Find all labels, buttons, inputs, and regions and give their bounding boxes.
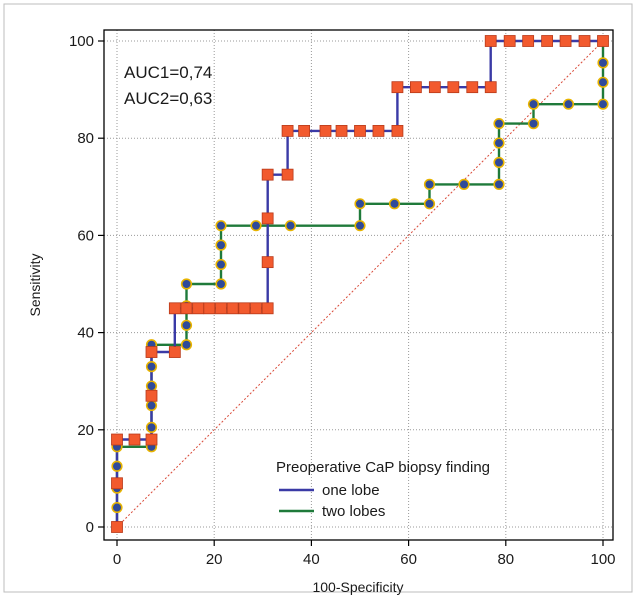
data-point-square — [522, 35, 535, 47]
data-point-square — [391, 125, 404, 137]
data-point-circle — [493, 156, 505, 169]
data-point-square — [541, 35, 554, 47]
data-point-circle — [527, 118, 540, 130]
data-point-square — [261, 302, 274, 315]
data-point-circle — [215, 220, 227, 232]
data-point-circle — [527, 98, 540, 110]
data-point-square — [391, 81, 404, 94]
data-point-square — [281, 168, 294, 181]
data-point-square — [335, 125, 348, 137]
data-point-circle — [562, 98, 575, 110]
data-point-square — [261, 168, 274, 181]
data-point-circle — [145, 361, 158, 373]
data-point-square — [447, 81, 460, 94]
data-point-square — [238, 302, 251, 315]
data-point-circle — [145, 399, 158, 412]
x-tick-label: 80 — [497, 551, 514, 568]
series-layer — [111, 35, 609, 533]
y-tick-label: 0 — [86, 519, 94, 536]
data-point-square — [503, 35, 516, 47]
data-point-circle — [597, 98, 609, 110]
data-point-circle — [180, 319, 193, 331]
data-point-square — [145, 346, 158, 358]
data-point-square — [409, 81, 422, 94]
data-point-circle — [493, 137, 505, 149]
data-point-circle — [284, 220, 297, 232]
data-point-circle — [458, 178, 470, 190]
data-point-square — [298, 125, 311, 137]
data-point-square — [559, 35, 572, 47]
data-point-square — [168, 302, 181, 315]
data-point-square — [226, 302, 239, 315]
data-point-square — [111, 521, 123, 533]
data-point-circle — [250, 220, 262, 232]
data-point-square — [261, 256, 274, 269]
legend-title: Preoperative CaP biopsy finding — [276, 459, 490, 476]
data-point-circle — [180, 278, 193, 290]
data-point-square — [428, 81, 441, 94]
auc1-annotation: AUC1=0,74 — [124, 63, 212, 82]
legend-label-two-lobes: two lobes — [322, 503, 385, 520]
data-point-circle — [354, 198, 366, 210]
auc2-annotation: AUC2=0,63 — [124, 89, 212, 108]
data-point-square — [145, 389, 158, 402]
data-point-circle — [111, 460, 123, 472]
data-point-square — [484, 35, 497, 47]
x-tick-label: 20 — [206, 551, 223, 568]
data-point-square — [261, 212, 274, 225]
data-point-circle — [215, 278, 227, 290]
data-point-circle — [215, 258, 227, 271]
data-point-square — [111, 477, 123, 490]
y-axis-label: Sensitivity — [27, 253, 43, 316]
plot-frame — [103, 29, 614, 541]
data-point-square — [203, 302, 216, 315]
x-axis-label: 100-Specificity — [312, 579, 403, 595]
data-point-square — [466, 81, 479, 94]
data-point-circle — [597, 76, 609, 88]
data-point-square — [319, 125, 332, 137]
data-point-square — [484, 81, 497, 94]
data-point-square — [354, 125, 366, 137]
x-tick-label: 40 — [303, 551, 320, 568]
y-tick-label: 40 — [77, 325, 94, 342]
data-point-circle — [597, 57, 609, 69]
axis-ticks: 0 20 40 60 80 100 0 20 40 60 80 100 — [69, 33, 616, 568]
data-point-square — [250, 302, 262, 315]
data-point-circle — [215, 239, 227, 251]
y-tick-label: 80 — [77, 130, 94, 147]
data-point-square — [597, 35, 609, 47]
data-point-square — [215, 302, 227, 315]
data-point-circle — [423, 198, 436, 210]
data-point-square — [168, 346, 181, 358]
markers-one-lobe — [111, 35, 609, 533]
legend-label-one-lobe: one lobe — [322, 482, 380, 499]
data-point-square — [180, 302, 193, 315]
data-point-circle — [423, 178, 436, 190]
data-point-square — [192, 302, 205, 315]
data-point-circle — [493, 178, 505, 190]
outer-frame — [3, 3, 633, 593]
data-point-square — [145, 433, 158, 446]
x-tick-label: 0 — [113, 551, 121, 568]
data-point-circle — [180, 339, 193, 351]
data-point-circle — [145, 380, 158, 392]
data-point-circle — [111, 501, 123, 514]
x-tick-label: 60 — [400, 551, 417, 568]
legend: Preoperative CaP biopsy finding one lobe… — [276, 459, 490, 520]
data-point-circle — [354, 220, 366, 232]
data-point-square — [578, 35, 591, 47]
x-tick-label: 100 — [590, 551, 615, 568]
data-point-circle — [145, 421, 158, 433]
data-point-square — [111, 433, 123, 446]
y-tick-label: 20 — [77, 422, 94, 439]
reference-diagonal — [116, 40, 604, 528]
y-tick-label: 100 — [69, 33, 94, 50]
y-tick-label: 60 — [77, 227, 94, 244]
data-point-square — [128, 433, 141, 446]
data-point-square — [372, 125, 385, 137]
data-point-circle — [493, 118, 505, 130]
data-point-square — [281, 125, 294, 137]
data-point-circle — [388, 198, 401, 210]
